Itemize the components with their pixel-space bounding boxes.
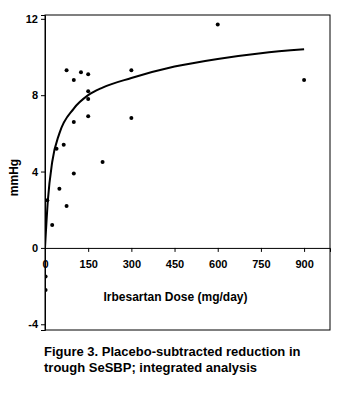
x-tick-mark [218, 248, 219, 252]
data-point [86, 114, 90, 118]
data-point [45, 275, 48, 279]
x-tick-mark [45, 248, 46, 252]
y-tick-label: 8 [32, 89, 38, 101]
data-point [72, 120, 76, 124]
data-point [65, 68, 69, 72]
y-tick-mark [41, 95, 45, 96]
y-tick-mark [41, 324, 45, 325]
y-tick-label: -4 [28, 318, 39, 330]
data-point [129, 68, 133, 72]
y-tick: 4 [32, 166, 45, 178]
y-tick-label: 4 [32, 166, 39, 178]
x-tick: 450 [166, 248, 184, 270]
x-tick-mark [304, 248, 305, 252]
x-axis-title: Irbesartan Dose (mg/day) [103, 290, 247, 304]
data-point [86, 72, 90, 76]
x-tick-mark [261, 248, 262, 252]
data-point [72, 171, 76, 175]
data-point [50, 223, 54, 227]
data-point [302, 78, 306, 82]
x-tick: 0 [42, 248, 48, 270]
x-tick-mark [88, 248, 89, 252]
y-tick-label: 0 [32, 242, 38, 254]
y-tick-mark [41, 248, 45, 249]
y-axis: -4 0 4 8 12 [26, 13, 46, 331]
caption: Figure 3. Placebo-subtracted reduction i… [44, 344, 344, 376]
y-tick: 12 [26, 13, 45, 25]
plot-area [45, 23, 306, 292]
x-tick-label: 750 [252, 258, 270, 270]
data-point [45, 288, 48, 292]
data-point [57, 187, 61, 191]
x-tick: 750 [252, 248, 270, 270]
x-axis: 0 150 300 450 600 750 900 [42, 248, 330, 270]
data-point [129, 116, 133, 120]
x-tick-mark [131, 248, 132, 252]
x-tick-label: 150 [80, 258, 98, 270]
x-tick-label: 450 [166, 258, 184, 270]
x-tick-label: 900 [295, 258, 313, 270]
data-point [79, 70, 83, 74]
data-point [86, 89, 90, 93]
data-point [62, 143, 66, 147]
x-tick: 900 [295, 248, 313, 270]
x-tick-label: 300 [123, 258, 141, 270]
x-tick: 150 [80, 248, 98, 270]
y-tick-label: 12 [26, 13, 38, 25]
y-tick-mark [41, 172, 45, 173]
y-tick: 0 [32, 242, 45, 254]
data-point [72, 78, 76, 82]
fit-line [45, 49, 304, 248]
data-point [86, 97, 90, 101]
x-tick: 300 [123, 248, 141, 270]
data-point [65, 204, 69, 208]
y-tick: -4 [28, 318, 45, 330]
chart: -4 0 4 8 12 0 150 300 450 600 750 900 Irbesartan Dos… [0, 0, 355, 340]
x-tick-label: 600 [209, 258, 227, 270]
plot-frame [45, 15, 330, 330]
x-tick-label: 0 [42, 258, 48, 270]
x-tick: 600 [209, 248, 227, 270]
y-axis-title: mmHg [7, 159, 21, 196]
data-point [216, 23, 220, 27]
y-tick: 8 [32, 89, 45, 101]
x-tick-mark [175, 248, 176, 252]
y-tick-mark [41, 19, 45, 20]
x-axis-line [46, 248, 331, 252]
y-axis-line [41, 16, 46, 331]
data-point [101, 160, 105, 164]
